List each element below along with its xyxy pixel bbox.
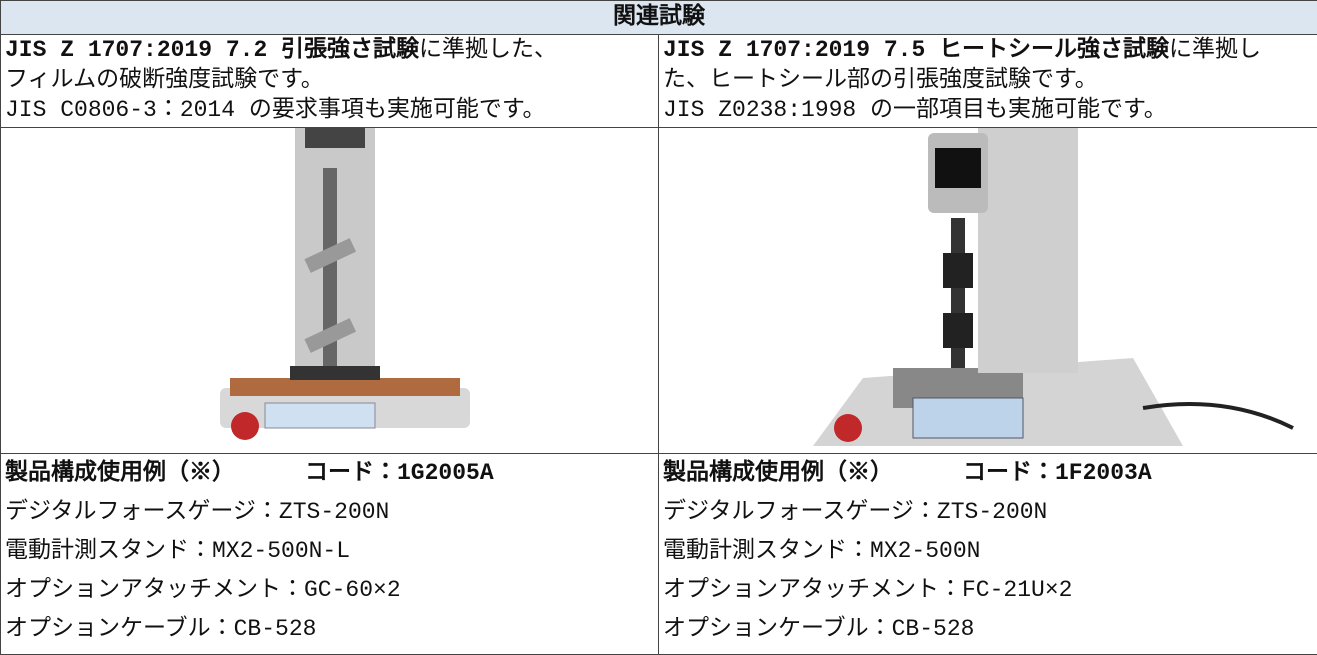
description-cell: JIS Z 1707:2019 7.5 ヒートシール強さ試験に準拠した、ヒートシ… [659, 35, 1317, 128]
header-row: 関連試験 [1, 1, 1317, 35]
config-cell: 製品構成使用例（※） コード：1G2005A デジタルフォースゲージ：ZTS-200… [1, 454, 659, 655]
intro-text: に準拠した、 [419, 37, 557, 63]
intro-text: に準拠し [1169, 37, 1261, 63]
header-title: 関連試験 [613, 4, 705, 30]
config-item: オプションケーブル：CB-528 [663, 610, 1313, 649]
config-item: オプションアタッチメント：FC-21U×2 [663, 571, 1313, 610]
config-heading: 製品構成使用例（※） [5, 460, 235, 486]
config-item: デジタルフォースゲージ：ZTS-200N [663, 493, 1313, 532]
config-code: コード：1F2003A [963, 460, 1152, 486]
desc-line: た、ヒートシール部の引張強度試験です。 [663, 65, 1313, 95]
desc-line: フィルムの破断強度試験です。 [5, 65, 654, 95]
description-cell: JIS Z 1707:2019 7.2 引張強さ試験に準拠した、フィルムの破断強… [1, 35, 659, 128]
config-item: 電動計測スタンド：MX2-500N [663, 532, 1313, 571]
intro-line: JIS Z 1707:2019 7.2 引張強さ試験に準拠した、 [5, 35, 654, 65]
desc-line: JIS C0806-3：2014 の要求事項も実施可能です。 [5, 95, 654, 125]
config-item: デジタルフォースゲージ：ZTS-200N [5, 493, 654, 532]
tensile-tester-photo [5, 128, 655, 446]
config-heading-line: 製品構成使用例（※） コード：1F2003A [663, 454, 1313, 493]
config-item: 電動計測スタンド：MX2-500N-L [5, 532, 654, 571]
image-cell [1, 128, 659, 454]
intro-bold: JIS Z 1707:2019 7.5 ヒートシール強さ試験 [663, 37, 1169, 63]
header-cell: 関連試験 [1, 1, 1317, 35]
config-cell: 製品構成使用例（※） コード：1F2003A デジタルフォースゲージ：ZTS-200… [659, 454, 1317, 655]
config-item: オプションアタッチメント：GC-60×2 [5, 571, 654, 610]
intro-line: JIS Z 1707:2019 7.5 ヒートシール強さ試験に準拠し [663, 35, 1313, 65]
config-heading: 製品構成使用例（※） [663, 460, 893, 486]
intro-bold: JIS Z 1707:2019 7.2 引張強さ試験 [5, 37, 419, 63]
desc-line: JIS Z0238:1998 の一部項目も実施可能です。 [663, 95, 1313, 125]
config-item: オプションケーブル：CB-528 [5, 610, 654, 649]
image-row [1, 128, 1317, 454]
image-cell [659, 128, 1317, 454]
description-row: JIS Z 1707:2019 7.2 引張強さ試験に準拠した、フィルムの破断強… [1, 35, 1317, 128]
config-heading-line: 製品構成使用例（※） コード：1G2005A [5, 454, 654, 493]
config-row: 製品構成使用例（※） コード：1G2005A デジタルフォースゲージ：ZTS-200… [1, 454, 1317, 655]
config-code: コード：1G2005A [305, 460, 494, 486]
heat-seal-tester-photo [663, 128, 1313, 446]
